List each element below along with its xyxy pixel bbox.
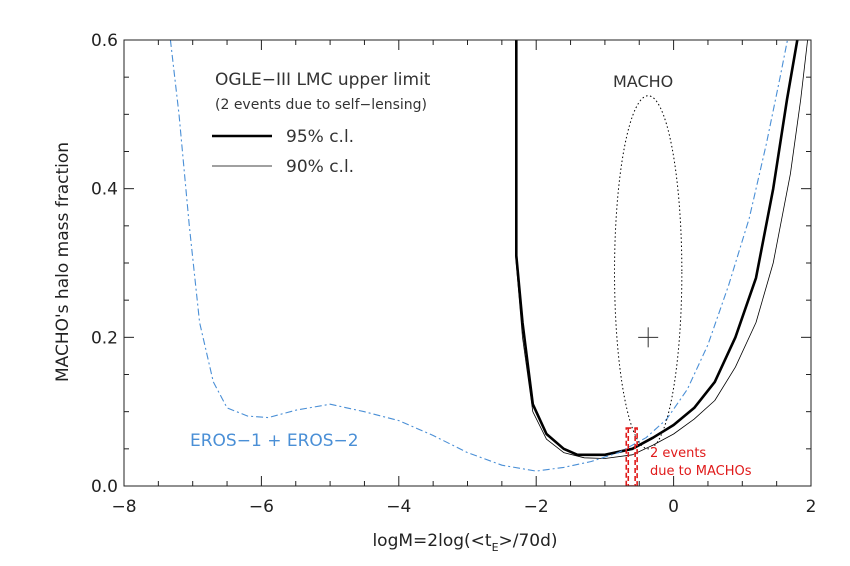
- legend-title: OGLE−III LMC upper limit: [215, 70, 431, 90]
- macho-contour: [614, 95, 683, 450]
- events-label-line2: due to MACHOs: [650, 464, 752, 479]
- axes-layer: −8 −6 −4 −2 0 2 0.0 0.2 0.4 0.6: [91, 31, 816, 517]
- x-tick-label: 0: [668, 497, 679, 517]
- macho-label: MACHO: [613, 72, 673, 91]
- x-tick-label: −8: [111, 497, 136, 517]
- legend-label-95: 95% c.l.: [286, 127, 354, 147]
- legend-label-90: 90% c.l.: [286, 157, 354, 177]
- legend-subtitle: (2 events due to self−lensing): [215, 97, 427, 113]
- y-tick-label: 0.2: [91, 328, 118, 348]
- x-tick-label: −4: [386, 497, 411, 517]
- x-tick-label: −6: [249, 497, 274, 517]
- y-axis-title: MACHO's halo mass fraction: [53, 142, 73, 382]
- y-tick-label: 0.0: [91, 477, 118, 497]
- line-95-cl: [515, 40, 799, 457]
- line-eros: [169, 40, 789, 472]
- y-tick-label: 0.4: [91, 180, 118, 200]
- x-tick-label: −2: [524, 497, 549, 517]
- events-label-line1: 2 events: [650, 446, 706, 461]
- curves-layer: [169, 40, 809, 486]
- x-axis-title-subscript: E: [492, 541, 499, 554]
- line-90-cl: [515, 40, 809, 459]
- x-tick-label: 2: [806, 497, 817, 517]
- eros-label: EROS−1 + EROS−2: [190, 431, 359, 451]
- x-axis-title: logM=2log(<tE>/70d): [372, 531, 557, 554]
- y-tick-label: 0.6: [91, 31, 118, 51]
